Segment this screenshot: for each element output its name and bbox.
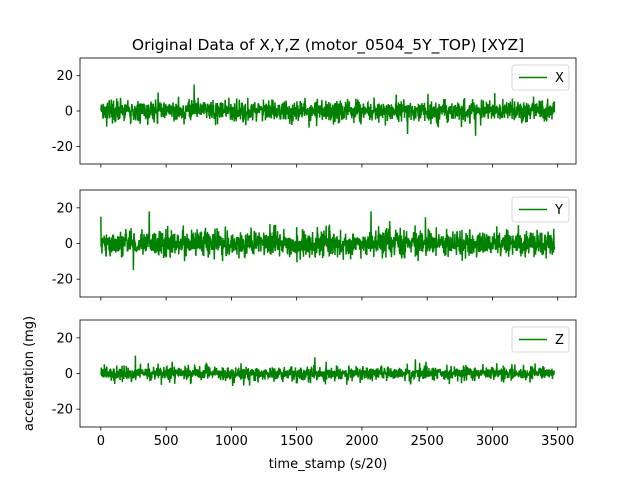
subplot-y: -20 0 20 Y — [52, 189, 577, 301]
x-tick-label: 3500 — [541, 434, 574, 449]
y-tick-label: -20 — [52, 140, 73, 155]
x-tick-label: 1500 — [280, 434, 313, 449]
y-tick-label: 20 — [56, 201, 73, 216]
subplot-x: -20 0 20 X — [52, 57, 577, 168]
series-line-y — [100, 211, 556, 271]
y-tick-label: 20 — [56, 69, 73, 84]
series-line-z — [100, 355, 555, 387]
x-axis-label: time_stamp (s/20) — [269, 457, 388, 472]
y-tick-label: 20 — [56, 331, 73, 346]
subplot-z: -20 0 20 0 500 1000 1500 2000 2500 3000 3500 Z — [52, 319, 577, 449]
x-tick-label: 2500 — [411, 434, 444, 449]
y-tick-label: 0 — [65, 105, 73, 120]
y-tick-label: -20 — [52, 403, 73, 418]
legend: Z — [511, 326, 570, 353]
y-axis-label: acceleration (mg) — [22, 316, 37, 431]
legend: X — [511, 64, 570, 91]
y-tick-label: 0 — [65, 237, 73, 252]
series-line-x — [100, 84, 556, 136]
y-tick-label: -20 — [52, 273, 73, 288]
legend-label: X — [555, 71, 564, 86]
chart-title: Original Data of X,Y,Z (motor_0504_5Y_TO… — [132, 36, 524, 55]
x-tick-label: 500 — [154, 434, 179, 449]
x-tick-label: 2000 — [345, 434, 378, 449]
legend-label: Z — [555, 333, 564, 348]
legend: Y — [511, 196, 570, 223]
x-tick-label: 1000 — [215, 434, 248, 449]
y-tick-label: 0 — [65, 367, 73, 382]
x-tick-label: 3000 — [476, 434, 509, 449]
legend-label: Y — [554, 203, 563, 218]
x-tick-label: 0 — [97, 434, 105, 449]
